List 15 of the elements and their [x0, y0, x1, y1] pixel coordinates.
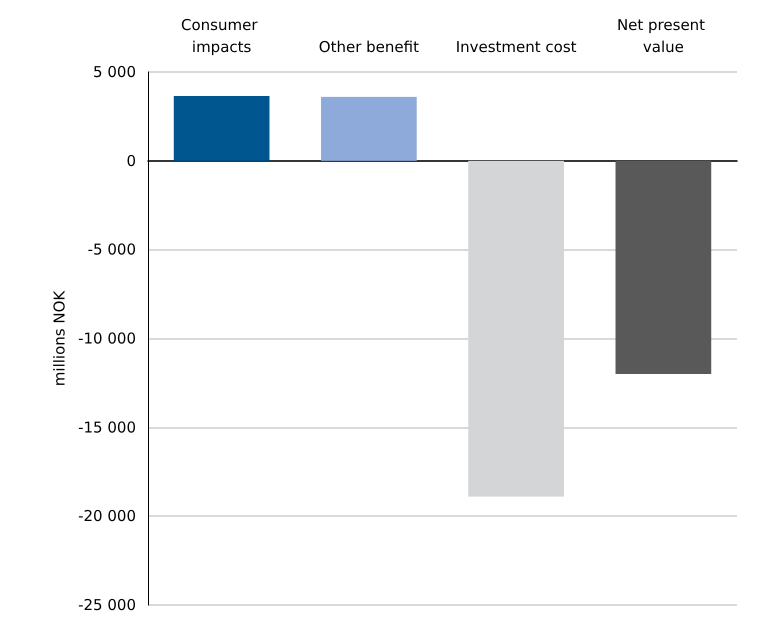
y-tick-label: -15 000 — [78, 418, 136, 436]
y-tick-label: -25 000 — [78, 596, 136, 614]
y-tick-label: -20 000 — [78, 507, 136, 526]
x-tick-label: Investment cost — [456, 38, 577, 56]
bar — [616, 160, 712, 374]
x-tick-label: Other benefit — [318, 38, 420, 56]
y-tick-label: 5 000 — [93, 63, 136, 81]
x-tick-label: Consumer impacts — [180, 16, 262, 56]
y-axis-title: millions NOK — [50, 290, 69, 386]
bar — [321, 96, 417, 161]
y-tick-label: -5 000 — [88, 240, 136, 259]
bar — [174, 96, 270, 161]
x-tick-label: Net present value — [616, 16, 710, 56]
y-tick-label: 0 — [126, 152, 136, 170]
y-tick-label: -10 000 — [78, 330, 136, 348]
